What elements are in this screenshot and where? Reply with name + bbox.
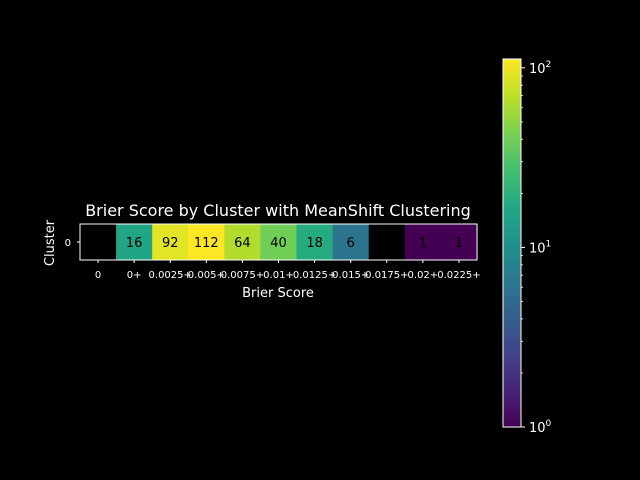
x-tick-label: 0.0175+ bbox=[365, 270, 408, 281]
colorbar-tick-base: 10 bbox=[529, 421, 546, 436]
heatmap-cell bbox=[296, 224, 334, 260]
colorbar-tick-label: 101 bbox=[529, 239, 551, 256]
y-tick-label: 0 bbox=[65, 238, 71, 249]
y-axis-label: Cluster bbox=[43, 219, 58, 266]
cell-value-label: 1 bbox=[455, 236, 463, 251]
cell-value-label: 64 bbox=[234, 236, 251, 251]
heatmap-cell bbox=[224, 224, 262, 260]
x-tick-label: 0.005+ bbox=[188, 270, 225, 281]
colorbar-tick-exponent: 2 bbox=[546, 60, 552, 70]
x-axis-ticks: 0 0+ 0.0025+0.005+0.0075+ 0.01+ 0.0125+0.015… bbox=[95, 260, 481, 281]
x-axis-label: Brier Score bbox=[242, 286, 314, 301]
x-tick-label: 0.0225+ bbox=[437, 270, 480, 281]
x-tick-label: 0.02+ bbox=[408, 270, 439, 281]
heatmap-cell bbox=[188, 224, 225, 260]
x-tick-label: 0.0075+ bbox=[221, 270, 264, 281]
heatmap-cell bbox=[404, 224, 442, 260]
colorbar-tick-exponent: 1 bbox=[546, 239, 552, 249]
x-tick-label: 0.015+ bbox=[332, 270, 369, 281]
heatmap-cell bbox=[260, 224, 298, 260]
cell-value-label: 92 bbox=[162, 236, 179, 251]
colorbar-tick-label: 102 bbox=[529, 60, 551, 77]
x-tick-label: 0.0125+ bbox=[293, 270, 336, 281]
chart-title: Brier Score by Cluster with MeanShift Cl… bbox=[85, 201, 471, 220]
colorbar-tick-exponent: 0 bbox=[546, 419, 552, 429]
heatmap-cell bbox=[440, 224, 478, 260]
colorbar-tick-base: 10 bbox=[529, 241, 546, 256]
heatmap-cell bbox=[332, 224, 370, 260]
x-tick-label: 0.01+ bbox=[263, 270, 294, 281]
colorbar-tick-label: 100 bbox=[529, 419, 552, 436]
colorbar-gradient bbox=[503, 59, 521, 427]
cell-value-label: 6 bbox=[347, 236, 355, 251]
cell-value-label: 40 bbox=[270, 236, 287, 251]
heatmap-cell bbox=[368, 224, 406, 260]
x-tick-label: 0+ bbox=[127, 270, 142, 281]
cell-value-label: 112 bbox=[194, 236, 219, 251]
cell-value-label: 16 bbox=[126, 236, 143, 251]
x-tick-label: 0 bbox=[95, 270, 101, 281]
colorbar-tick-base: 10 bbox=[529, 62, 546, 77]
y-axis-ticks: 0 bbox=[65, 238, 80, 249]
heatmap-cell bbox=[80, 224, 117, 260]
cell-value-label: 1 bbox=[419, 236, 427, 251]
heatmap-cell bbox=[152, 224, 189, 260]
cell-value-label: 18 bbox=[306, 236, 323, 251]
x-tick-label: 0.0025+ bbox=[149, 270, 192, 281]
heatmap-plot-area: 16 92 112 64 40 18 6 1 1 bbox=[79, 223, 478, 261]
heatmap-cell bbox=[116, 224, 153, 260]
colorbar-frame bbox=[502, 58, 522, 428]
